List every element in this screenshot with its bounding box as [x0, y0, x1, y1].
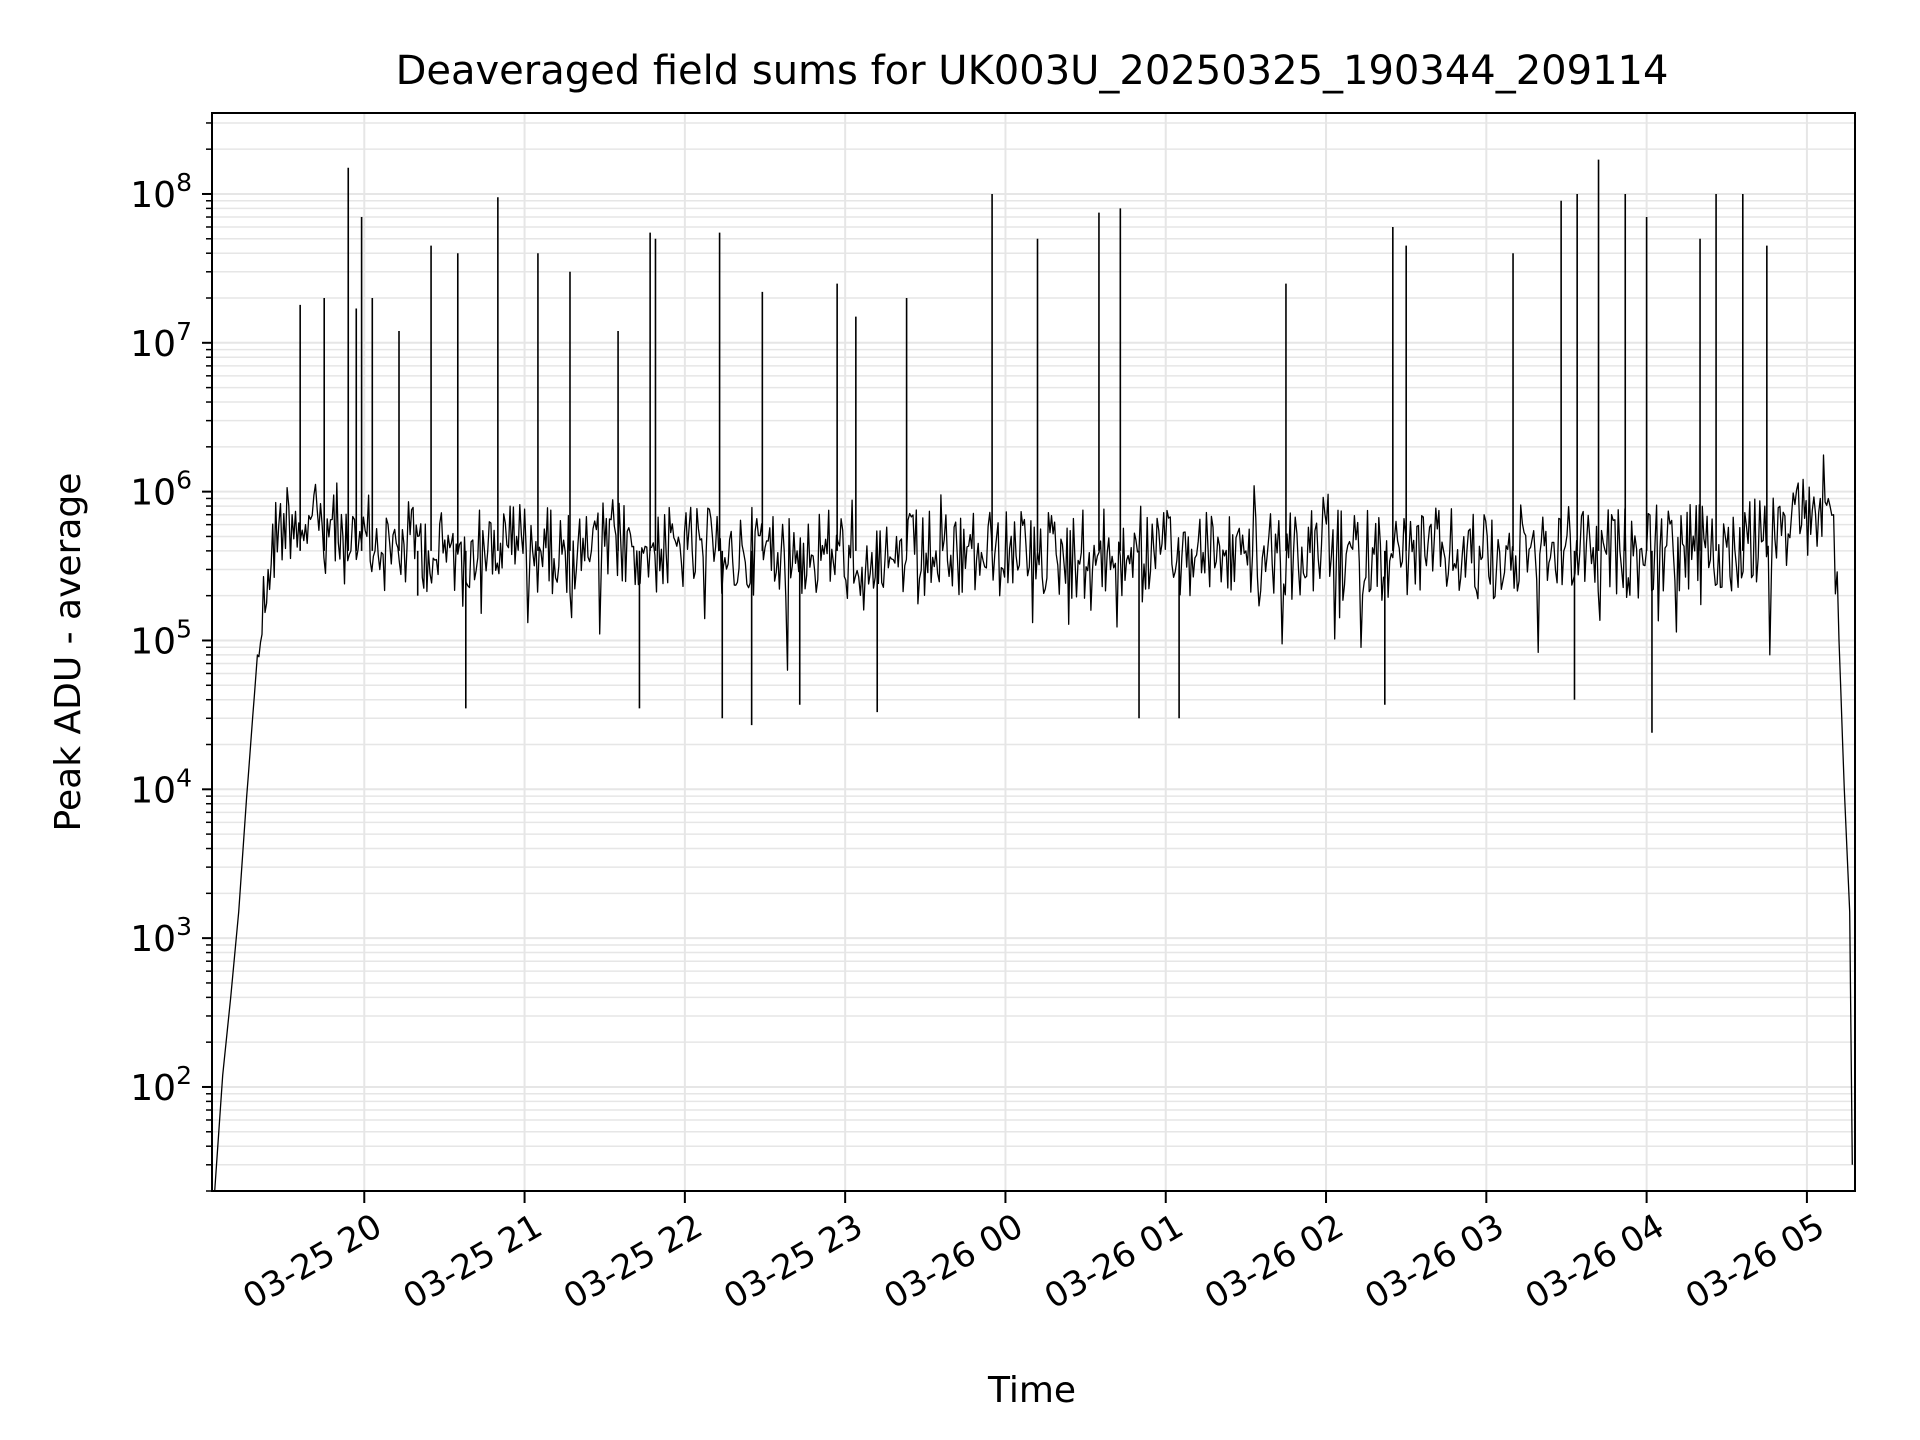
- x-axis-label: Time: [987, 1370, 1076, 1411]
- y-tick-label: 102: [130, 1061, 192, 1109]
- chart-title: Deaveraged field sums for UK003U_2025032…: [396, 48, 1669, 94]
- y-tick-label-base: 10: [130, 1068, 176, 1109]
- y-tick-label-base: 10: [130, 621, 176, 662]
- grid-lines: [212, 113, 1855, 1192]
- y-tick-label-base: 10: [130, 919, 176, 960]
- y-tick-label: 105: [130, 614, 192, 662]
- y-tick-label-exponent: 4: [176, 763, 192, 792]
- y-tick-label: 106: [130, 466, 192, 514]
- y-tick-label-exponent: 5: [176, 614, 192, 643]
- y-axis-label: Peak ADU - average: [48, 473, 89, 832]
- y-tick-label-exponent: 2: [176, 1061, 192, 1090]
- y-tick-label-exponent: 6: [176, 466, 192, 495]
- y-tick-label: 104: [130, 763, 192, 811]
- y-tick-label-base: 10: [130, 175, 176, 216]
- y-tick-label-base: 10: [130, 473, 176, 514]
- y-tick-label: 103: [130, 912, 192, 960]
- y-tick-label-base: 10: [130, 324, 176, 365]
- data-series: [214, 159, 1853, 1192]
- y-tick-label-exponent: 8: [176, 168, 192, 197]
- plot-frame: [211, 112, 1856, 1192]
- y-tick-label-exponent: 7: [176, 317, 192, 346]
- y-tick-label: 107: [130, 317, 192, 365]
- y-tick-label-exponent: 3: [176, 912, 192, 941]
- y-tick-label-base: 10: [130, 770, 176, 811]
- y-tick-label: 108: [130, 168, 192, 216]
